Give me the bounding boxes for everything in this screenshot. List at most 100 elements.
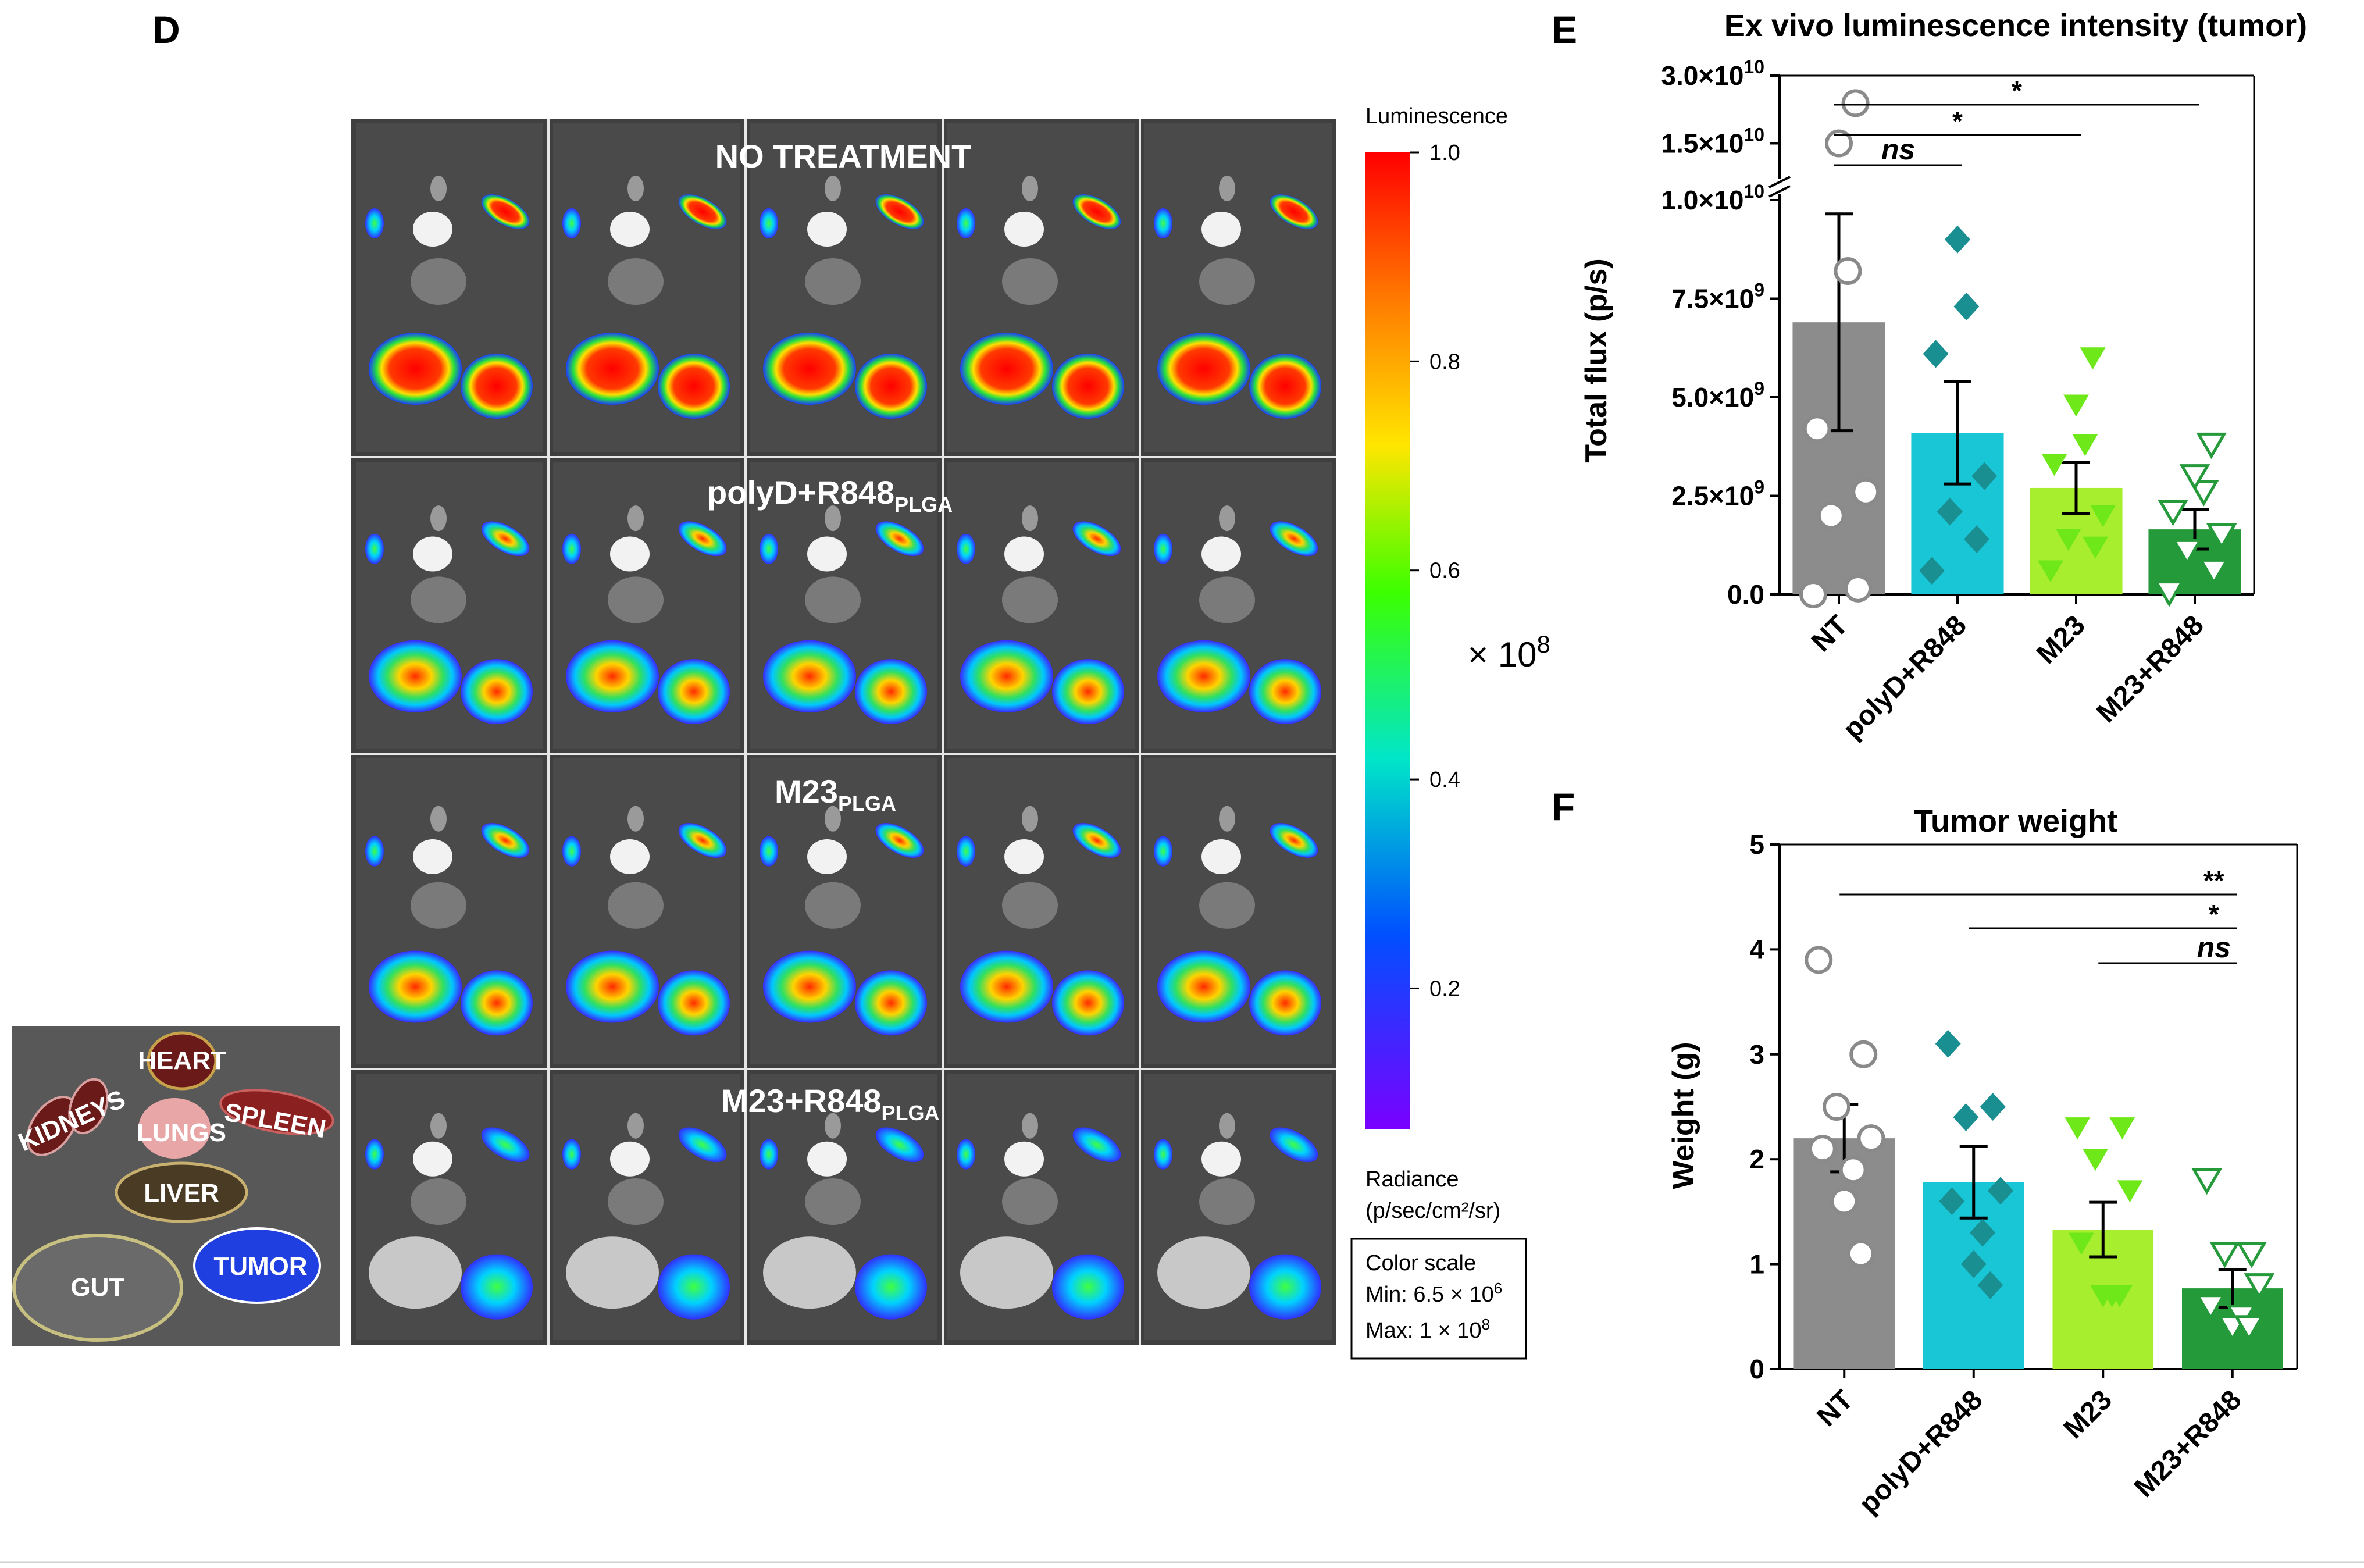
data-point (1830, 1187, 1859, 1216)
organ-tile (1144, 123, 1332, 452)
organ-kidney (1154, 1139, 1172, 1170)
data-point (1987, 1177, 2013, 1205)
legend-gut: GUT (71, 1273, 125, 1302)
organ-spleen (875, 194, 924, 229)
panel-letter-d: D (152, 8, 180, 51)
organ-liver (805, 576, 861, 623)
organ-heart (825, 806, 841, 832)
organ-spleen (1072, 823, 1121, 858)
organ-kidney (365, 1139, 384, 1170)
organ-heart (825, 1113, 841, 1139)
organ-heart (1022, 1113, 1038, 1139)
data-point (1953, 1103, 1979, 1132)
organ-heart (430, 505, 447, 532)
organ-liver (411, 258, 466, 305)
organ-tile (356, 462, 543, 749)
organ-tumor (855, 1254, 927, 1320)
chart-ex-vivo-luminescence: Ex vivo luminescence intensity (tumor) T… (1579, 8, 2307, 745)
organ-spleen (875, 521, 924, 557)
organ-gut (566, 950, 659, 1023)
legend-liver: LIVER (144, 1179, 219, 1207)
organ-kidney (365, 533, 384, 564)
organ-kidney (365, 836, 384, 867)
organ-heart (1022, 806, 1038, 832)
data-point (1817, 501, 1845, 530)
organ-tile (1144, 1074, 1332, 1340)
organ-tumor (1249, 1254, 1321, 1320)
organ-liver (805, 882, 861, 929)
y-tick-label: 7.5×109 (1671, 280, 1764, 314)
chart-f-ylabel: Weight (g) (1667, 1042, 1700, 1189)
data-point (2236, 1242, 2267, 1268)
organ-kidney (957, 533, 975, 564)
data-point (2068, 1232, 2094, 1255)
data-point (2041, 454, 2067, 476)
y-tick-label: 3.0×1010 (1661, 56, 1764, 91)
organ-spleen (481, 521, 530, 557)
organ-tumor (855, 970, 927, 1036)
category-label: M23+R848 (2091, 610, 2209, 728)
organ-tile (750, 758, 937, 1064)
data-point (2063, 394, 2089, 417)
organ-heart (627, 176, 644, 201)
organ-tile (1144, 758, 1332, 1064)
data-point (2244, 1273, 2275, 1300)
organ-liver (411, 576, 466, 623)
category-label: M23 (2058, 1384, 2119, 1445)
organ-tumor (855, 659, 927, 725)
data-point (1960, 1250, 1987, 1278)
data-point (1937, 497, 1963, 526)
data-point (1919, 557, 1945, 585)
organ-tumor (658, 970, 730, 1036)
organ-kidney (760, 836, 778, 867)
data-point (2179, 464, 2210, 491)
organ-heart (1219, 806, 1235, 832)
organ-lungs (610, 536, 650, 572)
y-tick-label: 5 (1749, 829, 1764, 860)
data-point (2196, 432, 2227, 459)
organ-tile (356, 758, 543, 1064)
data-point (2172, 539, 2203, 566)
organ-liver (1002, 882, 1058, 929)
significance-label: * (2209, 899, 2219, 929)
luminescence-scale: Luminescence 1.0 0.8 0.6 0.4 0.2 × 108 Radia… (1350, 104, 1550, 1360)
data-point (1799, 580, 1827, 608)
data-point (1805, 946, 1833, 974)
organ-liver (1199, 882, 1255, 929)
organ-tumor (1249, 354, 1321, 419)
organ-kidney (562, 836, 581, 867)
organ-liver (608, 576, 664, 623)
organ-kidney (760, 1139, 778, 1170)
organ-liver (411, 1178, 466, 1225)
organ-heart (1022, 505, 1038, 532)
organ-kidney (562, 533, 581, 564)
organ-liver (608, 882, 664, 929)
data-point (1857, 1124, 1885, 1153)
organ-kidney (1154, 208, 1172, 238)
organ-liver (411, 882, 466, 929)
organ-heart (430, 806, 447, 832)
data-point (1945, 225, 1970, 254)
data-point (1852, 477, 1880, 506)
organ-lungs (610, 212, 650, 247)
organ-spleen (678, 1127, 727, 1163)
chart-tumor-weight: Tumor weight Weight (g) 0 1 2 3 4 5 NTpolyD+R8… (1667, 804, 2298, 1520)
organ-heart (1219, 176, 1235, 201)
data-point (1839, 1156, 1867, 1184)
organ-gut (763, 333, 856, 405)
significance-label: ns (2197, 931, 2231, 964)
organ-gut (763, 1236, 856, 1309)
data-point (1923, 340, 1949, 368)
organ-spleen (1072, 1127, 1121, 1163)
data-point (2065, 1117, 2091, 1140)
organ-spleen (481, 823, 530, 858)
organ-spleen (1072, 194, 1121, 229)
data-point (2234, 1315, 2265, 1342)
organ-spleen (875, 823, 924, 858)
organ-spleen (678, 823, 727, 858)
legend-lungs: LUNGS (137, 1118, 226, 1147)
data-point (1803, 415, 1831, 443)
organ-lungs (1201, 839, 1241, 874)
organ-tumor (1052, 970, 1124, 1036)
data-point (1841, 89, 1870, 117)
